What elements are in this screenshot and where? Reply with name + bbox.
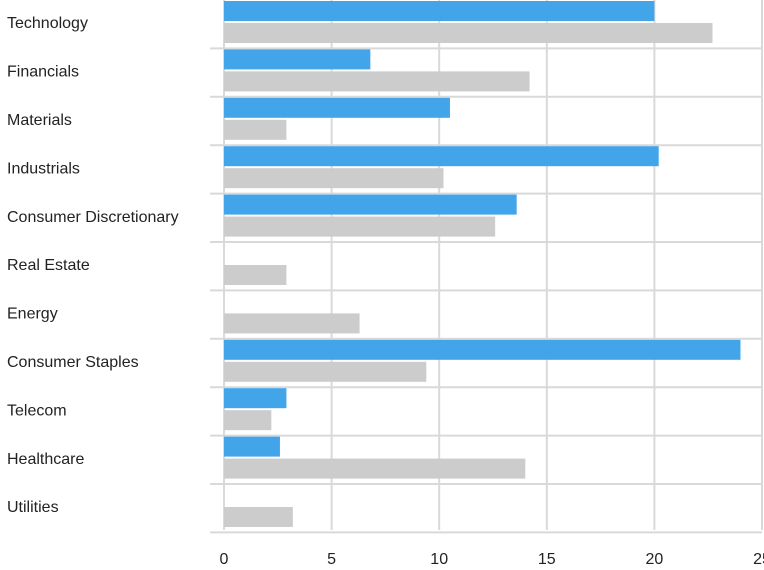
category-label: Financials bbox=[7, 64, 79, 81]
bar-series-1-healthcare bbox=[224, 436, 280, 457]
bar-series-2-technology bbox=[224, 23, 713, 43]
bar-series-2-consumer-staples bbox=[224, 361, 427, 382]
bar-series-1-industrials bbox=[224, 146, 659, 167]
category-label: Healthcare bbox=[7, 451, 84, 468]
bar-series-2-healthcare bbox=[224, 458, 526, 479]
category-label: Technology bbox=[7, 15, 88, 32]
bar-series-1-financials bbox=[224, 49, 371, 70]
bar-series-1-materials bbox=[224, 97, 450, 118]
bar-series-1-consumer-staples bbox=[224, 339, 741, 360]
x-tick-label: 20 bbox=[646, 551, 664, 568]
category-label: Consumer Staples bbox=[7, 354, 139, 371]
category-label: Energy bbox=[7, 306, 58, 323]
bars bbox=[224, 1, 741, 527]
bar-series-2-utilities bbox=[224, 507, 293, 527]
bar-series-1-telecom bbox=[224, 388, 287, 409]
bar-series-2-real-estate bbox=[224, 265, 287, 285]
bar-series-1-consumer-discretionary bbox=[224, 194, 517, 215]
bar-series-2-materials bbox=[224, 119, 287, 140]
category-label: Telecom bbox=[7, 402, 67, 419]
bar-series-2-energy bbox=[224, 313, 360, 334]
category-label: Materials bbox=[7, 112, 72, 129]
bar-series-2-consumer-discretionary bbox=[224, 216, 496, 237]
category-label: Utilities bbox=[7, 499, 59, 516]
bar-series-1-technology bbox=[224, 1, 655, 21]
category-separators bbox=[210, 47, 762, 534]
bar-series-2-telecom bbox=[224, 410, 272, 431]
category-labels: Technology Financials Materials Industrials… bbox=[7, 15, 179, 516]
bar-series-2-industrials bbox=[224, 168, 444, 189]
x-tick-label: 25 bbox=[753, 551, 764, 568]
x-tick-label: 5 bbox=[327, 551, 336, 568]
category-label: Consumer Discretionary bbox=[7, 209, 179, 226]
x-axis-ticks: 0 5 10 15 20 25 bbox=[220, 551, 764, 568]
x-tick-label: 15 bbox=[538, 551, 556, 568]
bar-series-2-financials bbox=[224, 71, 530, 92]
category-label: Industrials bbox=[7, 160, 80, 177]
x-tick-label: 10 bbox=[430, 551, 448, 568]
category-label: Real Estate bbox=[7, 257, 90, 274]
x-tick-label: 0 bbox=[220, 551, 229, 568]
